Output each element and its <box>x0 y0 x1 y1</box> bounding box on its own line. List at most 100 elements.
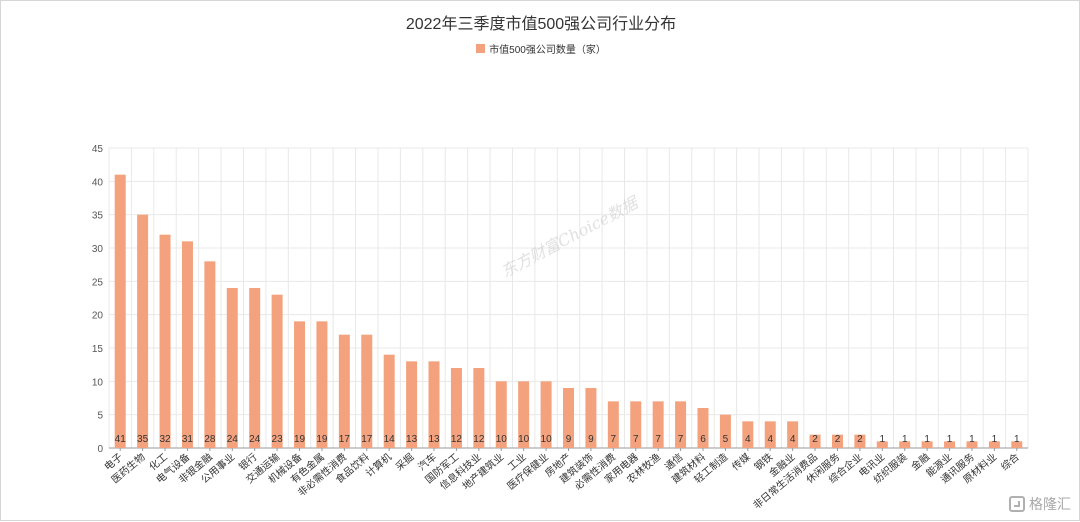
bar-10[interactable] <box>338 334 350 448</box>
bar-15[interactable] <box>450 368 462 448</box>
bar-value-label: 1 <box>947 434 953 445</box>
bar-35[interactable] <box>899 441 911 448</box>
bar-4[interactable] <box>204 261 216 448</box>
y-tick-label: 40 <box>92 177 104 188</box>
bar-value-label: 1 <box>880 434 886 445</box>
bar-37[interactable] <box>944 441 956 448</box>
bar-value-label: 41 <box>115 434 127 445</box>
bar-39[interactable] <box>988 441 1000 448</box>
bar-1[interactable] <box>137 214 149 448</box>
y-tick-label: 35 <box>92 211 104 222</box>
bar-32[interactable] <box>831 434 843 448</box>
y-tick-label: 45 <box>92 144 104 155</box>
bar-value-label: 4 <box>790 434 796 445</box>
bar-value-label: 10 <box>496 434 508 445</box>
bar-3[interactable] <box>181 241 193 448</box>
bar-17[interactable] <box>495 381 507 448</box>
bar-value-label: 1 <box>969 434 975 445</box>
bar-23[interactable] <box>630 401 642 448</box>
bar-value-label: 1 <box>924 434 930 445</box>
bar-value-label: 7 <box>655 434 661 445</box>
y-tick-label: 5 <box>97 411 103 422</box>
y-tick-label: 10 <box>92 377 104 388</box>
bar-25[interactable] <box>675 401 687 448</box>
bar-value-label: 19 <box>294 434 306 445</box>
bar-36[interactable] <box>921 441 933 448</box>
bar-14[interactable] <box>428 361 440 448</box>
bar-value-label: 13 <box>428 434 440 445</box>
bar-5[interactable] <box>226 288 238 448</box>
bar-value-label: 10 <box>541 434 553 445</box>
bar-value-label: 2 <box>812 434 818 445</box>
bar-value-label: 2 <box>857 434 863 445</box>
bar-30[interactable] <box>787 421 799 448</box>
brand-logo: 格隆汇 <box>1009 494 1071 514</box>
bar-value-label: 4 <box>767 434 773 445</box>
bar-value-label: 24 <box>227 434 239 445</box>
y-tick-label: 20 <box>92 311 104 322</box>
bar-21[interactable] <box>585 388 597 448</box>
bar-value-label: 5 <box>723 434 729 445</box>
bar-19[interactable] <box>540 381 552 448</box>
bar-31[interactable] <box>809 434 821 448</box>
bar-27[interactable] <box>719 414 731 448</box>
y-tick-label: 0 <box>97 444 103 455</box>
bar-value-label: 13 <box>406 434 418 445</box>
bar-6[interactable] <box>249 288 261 448</box>
bar-value-label: 10 <box>518 434 530 445</box>
bar-12[interactable] <box>383 354 395 448</box>
y-tick-label: 25 <box>92 277 104 288</box>
chart-legend[interactable]: 市值500强公司数量（家） <box>1 41 1080 56</box>
bar-value-label: 28 <box>204 434 216 445</box>
bar-38[interactable] <box>966 441 978 448</box>
bar-value-label: 7 <box>678 434 684 445</box>
bar-value-label: 24 <box>249 434 261 445</box>
bar-value-label: 35 <box>137 434 149 445</box>
bar-value-label: 17 <box>339 434 351 445</box>
bar-13[interactable] <box>406 361 418 448</box>
y-tick-label: 30 <box>92 244 104 255</box>
bar-value-label: 14 <box>384 434 396 445</box>
bar-value-label: 4 <box>745 434 751 445</box>
bar-9[interactable] <box>316 321 328 448</box>
bar-value-label: 7 <box>633 434 639 445</box>
bar-2[interactable] <box>159 234 171 448</box>
bar-0[interactable] <box>114 174 126 448</box>
bar-7[interactable] <box>271 294 283 448</box>
x-category-label: 综合 <box>998 450 1022 473</box>
bar-value-label: 1 <box>992 434 998 445</box>
bar-8[interactable] <box>294 321 306 448</box>
chart-title: 2022年三季度市值500强公司行业分布 <box>405 16 677 33</box>
bar-value-label: 2 <box>835 434 841 445</box>
bar-value-label: 9 <box>588 434 594 445</box>
bar-value-label: 7 <box>611 434 617 445</box>
x-category-label: 计算机 <box>363 450 394 479</box>
y-tick-label: 15 <box>92 344 104 355</box>
bar-value-label: 12 <box>451 434 463 445</box>
bar-value-label: 32 <box>159 434 171 445</box>
bar-40[interactable] <box>1011 441 1023 448</box>
bar-20[interactable] <box>563 388 574 448</box>
bar-24[interactable] <box>652 401 664 448</box>
brand-icon <box>1009 496 1025 512</box>
bar-value-label: 6 <box>700 434 706 445</box>
bar-value-label: 19 <box>316 434 328 445</box>
bar-18[interactable] <box>518 381 530 448</box>
bar-value-label: 23 <box>272 434 284 445</box>
bar-value-label: 9 <box>566 434 572 445</box>
bar-33[interactable] <box>854 434 866 448</box>
x-category-label: 采掘 <box>393 450 417 473</box>
bar-34[interactable] <box>876 441 888 448</box>
bar-29[interactable] <box>764 421 776 448</box>
bar-value-label: 1 <box>1014 434 1020 445</box>
bar-value-label: 31 <box>182 434 194 445</box>
brand-name: 格隆汇 <box>1029 496 1071 512</box>
bar-28[interactable] <box>742 421 754 448</box>
bar-22[interactable] <box>607 401 619 448</box>
bar-value-label: 1 <box>902 434 908 445</box>
bar-26[interactable] <box>697 408 709 448</box>
bar-16[interactable] <box>473 368 485 448</box>
bar-value-label: 17 <box>361 434 373 445</box>
bar-11[interactable] <box>361 334 373 448</box>
